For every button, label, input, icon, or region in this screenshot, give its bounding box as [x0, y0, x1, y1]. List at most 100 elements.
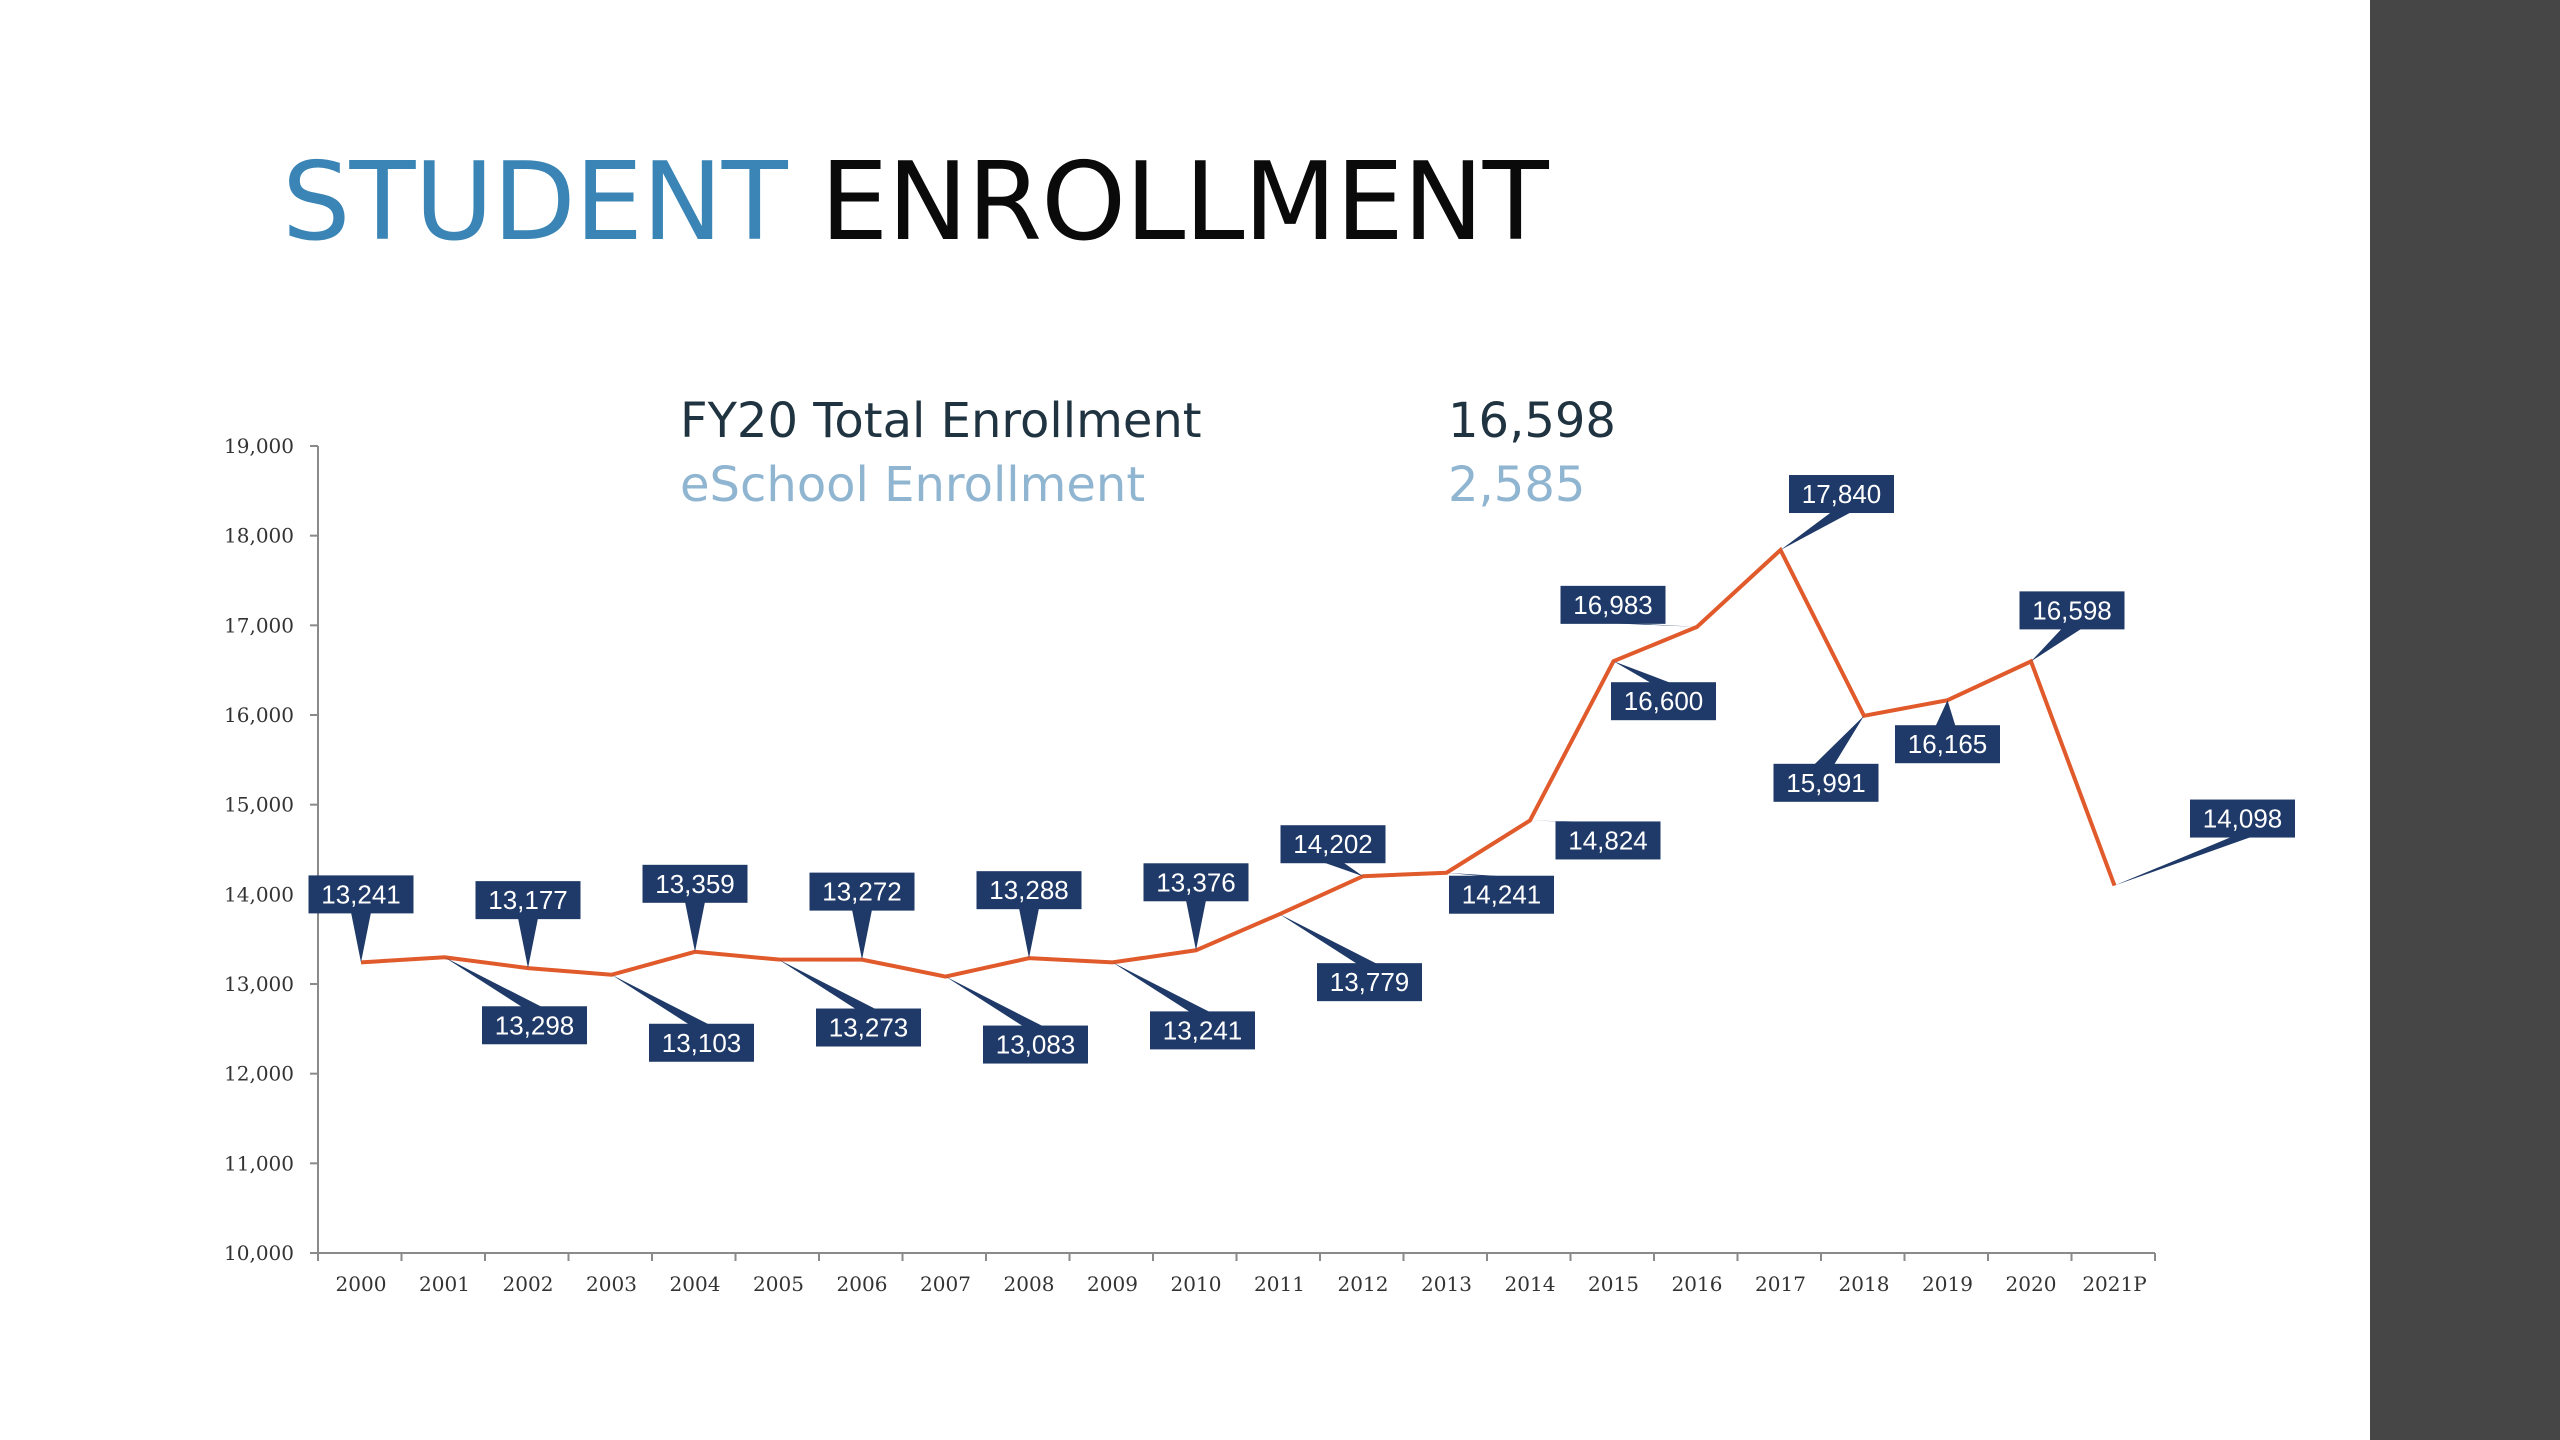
- callout-box: [1317, 963, 1422, 1002]
- y-tick-label: 10,000: [224, 1241, 294, 1265]
- x-tick-label: 2018: [1839, 1272, 1890, 1296]
- data-label-callout: 13,103: [611, 974, 754, 1062]
- callout-box: [1555, 821, 1661, 860]
- data-label: 17,840: [1802, 479, 1882, 509]
- callout-box: [482, 1006, 587, 1045]
- x-tick-label: 2001: [419, 1272, 470, 1296]
- x-tick-label: 2020: [2006, 1272, 2057, 1296]
- callout-pointer: [351, 912, 371, 963]
- x-tick-label: 2017: [1755, 1272, 1806, 1296]
- callout-box: [1449, 875, 1554, 914]
- data-label-callout: 13,241: [1112, 962, 1255, 1050]
- y-tick-label: 16,000: [224, 703, 294, 727]
- data-label-callout: 15,991: [1773, 715, 1879, 802]
- enrollment-line-chart: 10,000 11,000 12,000 13,000 14,000 15,000 16,0…: [224, 434, 2295, 1296]
- callout-box: [816, 1008, 921, 1047]
- callout-pointer: [945, 976, 1044, 1027]
- data-label: 15,991: [1786, 768, 1866, 798]
- data-label: 14,241: [1462, 880, 1542, 910]
- data-label-callout: 13,083: [945, 976, 1088, 1064]
- data-label: 16,983: [1573, 590, 1653, 620]
- total-enrollment-label: FY20 Total Enrollment: [680, 393, 1202, 449]
- x-tick-label: 2003: [586, 1272, 637, 1296]
- data-label-callout: 13,241: [308, 875, 414, 963]
- data-label: 14,824: [1568, 825, 1648, 855]
- callout-box: [1895, 725, 2000, 764]
- callout-box: [649, 1023, 754, 1062]
- data-label-callout: 13,273: [778, 959, 921, 1047]
- x-tick-label: 2016: [1672, 1272, 1723, 1296]
- eschool-enrollment-value: 2,585: [1448, 457, 1586, 513]
- callout-pointer: [1279, 914, 1378, 965]
- data-label-callout: 14,824: [1530, 820, 1661, 860]
- data-label-callout: 16,600: [1611, 661, 1716, 721]
- callout-pointer: [1814, 715, 1864, 765]
- callout-box: [2019, 591, 2125, 630]
- title-main-word: ENROLLMENT: [820, 140, 1549, 265]
- x-tick-label: 2009: [1087, 1272, 1138, 1296]
- callout-pointer: [611, 974, 710, 1025]
- callout-box: [642, 864, 748, 903]
- callout-pointer: [1780, 512, 1852, 551]
- callout-box: [1789, 475, 1894, 514]
- side-panel: [2370, 0, 2560, 1440]
- eschool-enrollment-label: eSchool Enrollment: [680, 457, 1146, 513]
- data-label: 13,083: [996, 1030, 1076, 1060]
- data-label: 13,298: [495, 1010, 575, 1040]
- callout-pointer: [2114, 836, 2253, 886]
- y-tick-label: 12,000: [224, 1062, 294, 1086]
- callout-pointer: [1019, 908, 1039, 959]
- x-tick-label: 2008: [1004, 1272, 1055, 1296]
- callout-box: [1611, 682, 1716, 721]
- data-label: 13,272: [822, 877, 902, 907]
- x-tick-label: 2006: [837, 1272, 888, 1296]
- data-label-callout: 14,241: [1446, 872, 1554, 914]
- data-label-callout: 17,840: [1780, 475, 1894, 551]
- callout-box: [1143, 863, 1249, 902]
- callout-pointer: [685, 901, 705, 952]
- data-label: 13,241: [321, 879, 401, 909]
- data-label: 13,288: [989, 875, 1069, 905]
- data-label: 14,098: [2203, 804, 2283, 834]
- y-tick-label: 11,000: [224, 1151, 294, 1175]
- x-tick-label: 2015: [1588, 1272, 1639, 1296]
- data-label-callout: 13,359: [642, 864, 748, 952]
- callout-pointer: [778, 959, 877, 1010]
- x-tick-label: 2005: [753, 1272, 804, 1296]
- data-label: 16,600: [1624, 686, 1704, 716]
- data-label: 16,598: [2032, 595, 2112, 625]
- data-label-callout: 16,598: [2019, 591, 2125, 662]
- x-tick-label: 2013: [1421, 1272, 1472, 1296]
- callout-pointer: [444, 957, 543, 1008]
- y-tick-label: 19,000: [224, 434, 294, 458]
- y-tick-label: 17,000: [224, 613, 294, 637]
- data-label: 13,177: [488, 885, 568, 915]
- x-tick-label: 2002: [503, 1272, 554, 1296]
- callout-box: [983, 1025, 1088, 1064]
- x-tick-label: 2000: [336, 1272, 387, 1296]
- enrollment-series-line: [360, 546, 2117, 979]
- data-label: 13,779: [1330, 967, 1410, 997]
- data-label-callout: 13,177: [475, 881, 581, 969]
- data-label-callout: 13,298: [444, 957, 587, 1045]
- data-label: 13,241: [1163, 1015, 1243, 1045]
- callout-box: [809, 872, 915, 911]
- x-tick-label: 2004: [670, 1272, 721, 1296]
- y-tick-label: 15,000: [224, 793, 294, 817]
- callout-box: [1560, 585, 1666, 624]
- callout-pointer: [1323, 862, 1363, 877]
- callout-box: [308, 875, 414, 914]
- callout-pointer: [1935, 700, 1956, 727]
- data-label: 13,273: [829, 1013, 909, 1043]
- callout-pointer: [1613, 661, 1672, 684]
- slide: STUDENT ENROLLMENT FY20 Total Enrollment…: [224, 140, 2295, 1296]
- y-tick-label: 14,000: [224, 882, 294, 906]
- callout-box: [1773, 763, 1879, 802]
- data-label-callout: 14,098: [2114, 799, 2295, 886]
- x-tick-label: 2011: [1254, 1272, 1305, 1296]
- callout-pointer: [1186, 900, 1206, 951]
- y-tick-label: 13,000: [224, 972, 294, 996]
- title-accent-word: STUDENT: [282, 140, 788, 265]
- callout-box: [2190, 799, 2295, 838]
- x-tick-label: 2014: [1505, 1272, 1556, 1296]
